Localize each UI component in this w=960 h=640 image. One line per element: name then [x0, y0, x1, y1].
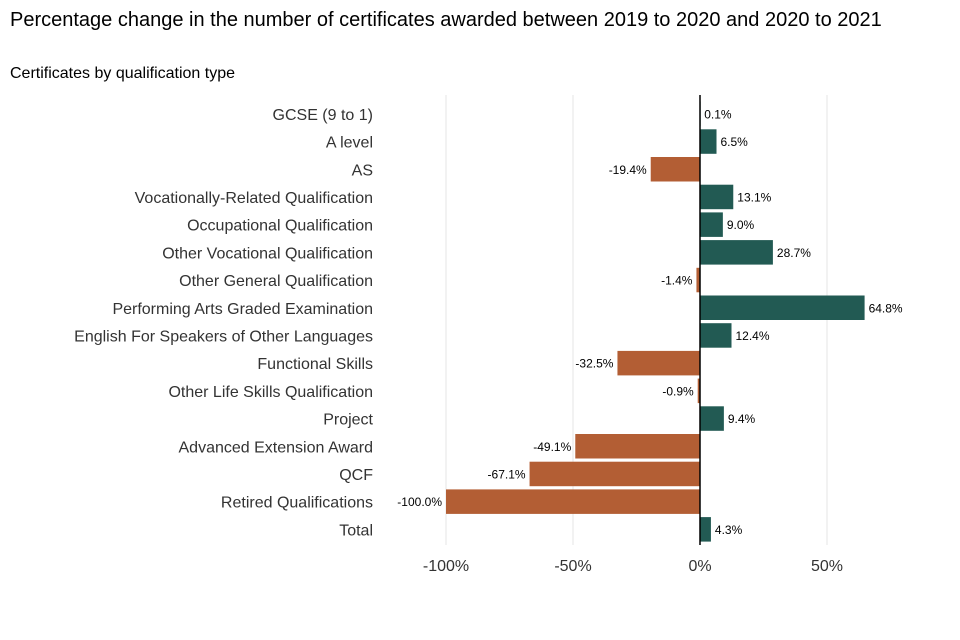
bar	[617, 350, 700, 376]
value-label: -49.1%	[533, 440, 571, 454]
category-label: Vocationally-Related Qualification	[135, 190, 373, 207]
x-axis-tick-labels: -100% -50% 0% 50%	[423, 558, 843, 575]
value-label: 64.8%	[869, 301, 903, 315]
category-label: Performing Arts Graded Examination	[112, 301, 373, 318]
x-tick-label: 0%	[688, 558, 711, 575]
value-label: -32.5%	[575, 357, 613, 371]
bar	[650, 157, 700, 182]
value-label: -67.1%	[488, 467, 526, 481]
category-label: Occupational Qualification	[187, 218, 373, 235]
value-label: 4.3%	[715, 523, 743, 537]
bar	[446, 489, 700, 514]
category-label: A level	[326, 135, 373, 152]
category-label: Other General Qualification	[179, 273, 373, 290]
bar	[575, 434, 700, 459]
category-label: Project	[323, 412, 373, 429]
value-label: 28.7%	[777, 246, 811, 260]
value-label: 13.1%	[737, 190, 771, 204]
bar	[700, 517, 711, 542]
category-label: Retired Qualifications	[221, 495, 373, 512]
bar	[696, 267, 700, 293]
value-label: -100.0%	[397, 495, 442, 509]
chart-title: Percentage change in the number of certi…	[10, 9, 882, 31]
chart-subtitle: Certificates by qualification type	[10, 65, 235, 82]
x-tick-label: -50%	[554, 558, 591, 575]
bar	[700, 295, 865, 320]
bar	[700, 129, 717, 154]
value-label: 6.5%	[721, 135, 749, 149]
value-label: 0.1%	[704, 107, 732, 121]
category-label: English For Speakers of Other Languages	[74, 328, 373, 345]
bar	[697, 378, 700, 404]
category-label: QCF	[339, 467, 373, 484]
category-label: Advanced Extension Award	[179, 439, 374, 456]
category-label: GCSE (9 to 1)	[273, 107, 373, 124]
value-label: 9.4%	[728, 412, 756, 426]
value-label: -0.9%	[662, 384, 694, 398]
x-tick-label: -100%	[423, 558, 469, 575]
category-label: Other Vocational Qualification	[162, 245, 373, 262]
bar	[700, 184, 734, 210]
value-label: -19.4%	[609, 163, 647, 177]
bar	[700, 212, 723, 237]
value-labels: 0.1% 6.5% -19.4% 13.1% 9.0% 28.7% -1.4% 64.8% 12…	[397, 107, 903, 536]
value-label: 12.4%	[735, 329, 769, 343]
bar	[700, 240, 773, 265]
category-label: Other Life Skills Qualification	[168, 384, 373, 401]
bars	[446, 101, 865, 542]
category-label: AS	[352, 162, 373, 179]
bar	[700, 406, 724, 431]
bar	[700, 323, 732, 348]
category-label: Total	[339, 522, 373, 539]
x-tick-label: 50%	[811, 558, 843, 575]
value-label: -1.4%	[661, 274, 693, 288]
category-labels: GCSE (9 to 1) A level AS Vocationally-Relat…	[74, 107, 373, 539]
bar	[529, 461, 700, 487]
category-label: Functional Skills	[257, 356, 373, 373]
value-label: 9.0%	[727, 218, 755, 232]
